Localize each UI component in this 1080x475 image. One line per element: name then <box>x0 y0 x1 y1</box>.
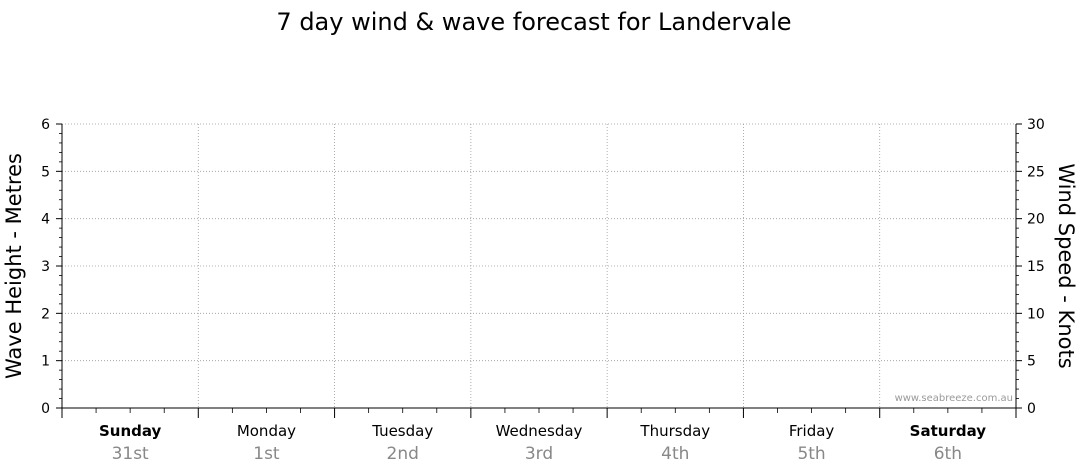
day-date-label: 2nd <box>387 444 419 464</box>
y-right-tick-label: 15 <box>1027 259 1045 275</box>
y-right-tick-label: 10 <box>1027 306 1045 322</box>
day-labels: Sunday 31st Monday 1st Tuesday 2nd Wednesday 3r… <box>99 422 986 464</box>
day-name-label: Monday <box>237 422 296 440</box>
y-left-tick-label: 5 <box>41 164 50 180</box>
y-left-tick-label: 2 <box>41 306 50 322</box>
day-name-label: Friday <box>789 422 835 440</box>
day-date-label: 31st <box>112 444 149 464</box>
chart-title: 7 day wind & wave forecast for Landerval… <box>276 8 791 36</box>
day-date-label: 6th <box>934 444 962 464</box>
day-name-label: Thursday <box>639 422 710 440</box>
y-right-tick-label: 5 <box>1027 354 1036 370</box>
y-right-tick-label: 25 <box>1027 164 1045 180</box>
y-axis-left-title: Wave Height - Metres <box>2 153 26 379</box>
day-date-label: 1st <box>253 444 280 464</box>
y-right-tick-label: 20 <box>1027 212 1045 228</box>
axes <box>56 123 1022 418</box>
y-left-tick-label: 3 <box>41 259 50 275</box>
day-date-label: 5th <box>797 444 825 464</box>
day-date-label: 3rd <box>525 444 553 464</box>
y-left-tick-label: 1 <box>41 354 50 370</box>
y-left-tick-label: 6 <box>41 117 50 133</box>
y-right-tick-label: 30 <box>1027 117 1045 133</box>
grid-lines <box>62 123 1016 408</box>
y-left-tick-label: 0 <box>41 401 50 417</box>
day-date-label: 4th <box>661 444 689 464</box>
day-name-label: Sunday <box>99 422 162 440</box>
day-name-label: Wednesday <box>496 422 583 440</box>
y-axis-right-title: Wind Speed - Knots <box>1054 163 1078 368</box>
watermark: www.seabreeze.com.au <box>895 393 1013 404</box>
day-name-label: Saturday <box>910 422 987 440</box>
y-left-tick-label: 4 <box>41 212 50 228</box>
tick-labels: 0 1 2 3 4 5 6 0 5 10 15 20 25 30 <box>41 117 1045 417</box>
y-right-tick-label: 0 <box>1027 401 1036 417</box>
day-name-label: Tuesday <box>371 422 433 440</box>
